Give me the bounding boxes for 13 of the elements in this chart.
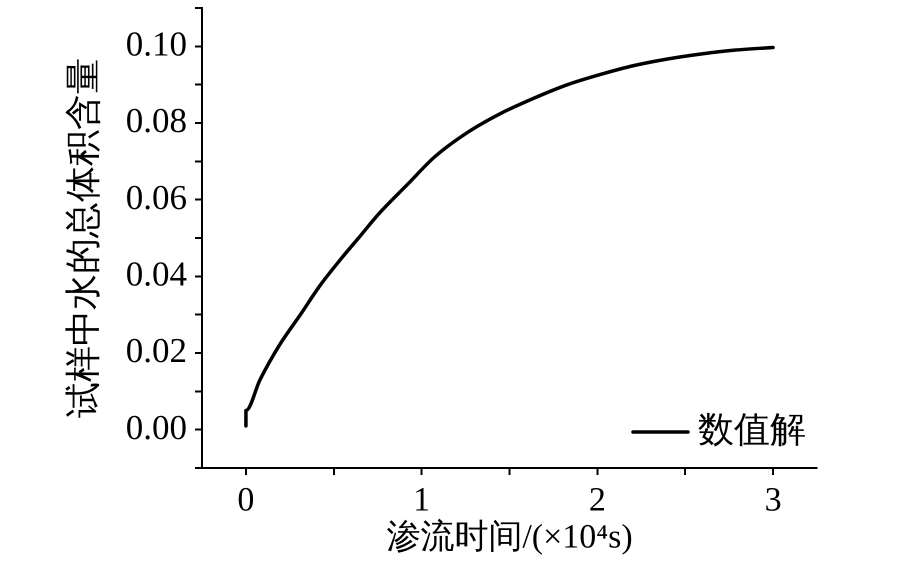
x-axis-title: 渗流时间/(×10⁴s) xyxy=(386,518,633,556)
y-tick-label: 0.06 xyxy=(126,178,187,217)
x-tick-label: 3 xyxy=(764,481,782,518)
y-tick-label: 0.02 xyxy=(126,331,187,370)
x-tick-label: 0 xyxy=(237,481,254,518)
x-tick-label: 1 xyxy=(413,481,430,518)
x-tick-label: 2 xyxy=(588,481,606,518)
y-tick-label: 0.00 xyxy=(126,408,187,447)
legend-label: 数值解 xyxy=(698,409,806,450)
y-axis-title: 试样中水的总体积含量 xyxy=(63,58,104,418)
y-tick-label: 0.04 xyxy=(126,254,187,294)
y-tick-label: 0.08 xyxy=(126,101,187,140)
y-tick-label: 0.10 xyxy=(126,24,187,64)
